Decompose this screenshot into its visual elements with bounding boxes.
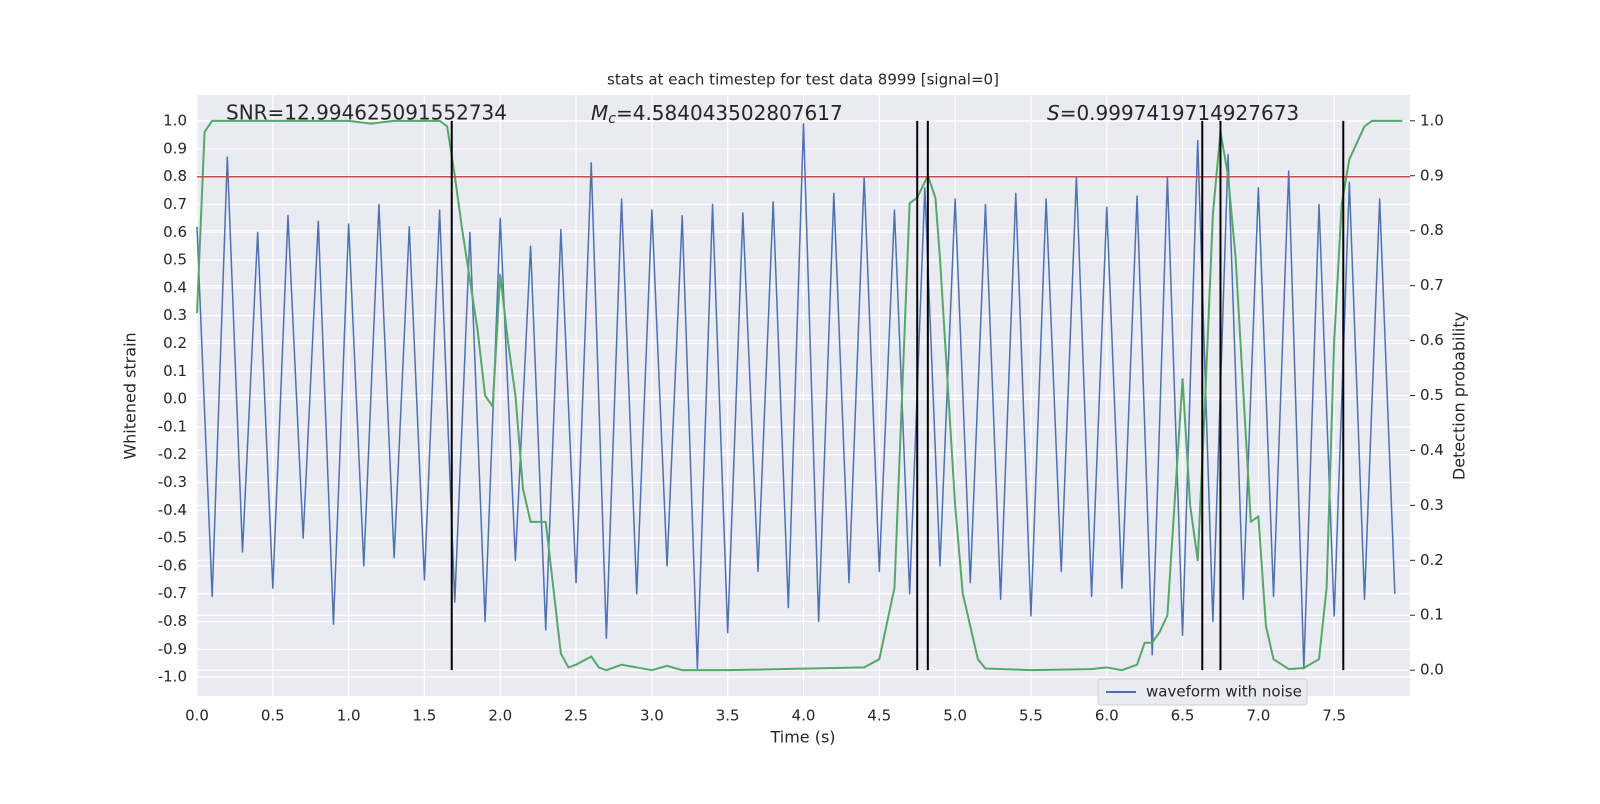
- legend-label: waveform with noise: [1146, 683, 1302, 701]
- annotation-value: =0.9997419714927673: [1060, 101, 1299, 125]
- y2-axis-label: Detection probability: [1450, 312, 1469, 480]
- y-tick-label: -0.5: [158, 529, 187, 547]
- y-tick-label: -0.6: [158, 556, 187, 574]
- annotation: S=0.9997419714927673: [1047, 101, 1299, 125]
- y2-tick-label: 0.2: [1420, 551, 1444, 569]
- legend-box: [1097, 678, 1308, 706]
- x-tick-label: 7.5: [1322, 707, 1346, 725]
- legend: waveform with noise: [1097, 678, 1308, 706]
- annotation: Mc=4.584043502807617: [591, 101, 843, 128]
- x-tick-label: 0.5: [261, 707, 285, 725]
- y-tick-label: -0.9: [158, 640, 187, 658]
- y-tick-label: -0.3: [158, 473, 187, 491]
- y-tick-label: 0.6: [163, 223, 187, 241]
- x-tick-label: 7.0: [1246, 707, 1270, 725]
- y-tick-label: -0.2: [158, 445, 187, 463]
- x-tick-label: 3.0: [640, 707, 664, 725]
- x-tick-label: 6.0: [1095, 707, 1119, 725]
- y-axis-label: Whitened strain: [121, 332, 140, 459]
- x-axis-label: Time (s): [769, 728, 835, 747]
- y2-tick-label: 0.4: [1420, 441, 1444, 459]
- x-tick-label: 4.0: [792, 707, 816, 725]
- y-tick-label: 0.0: [163, 390, 187, 408]
- y2-tick-label: 1.0: [1420, 111, 1444, 129]
- y2-tick-label: 0.5: [1420, 386, 1444, 404]
- x-tick-label: 1.5: [413, 707, 437, 725]
- x-tick-label: 5.0: [943, 707, 967, 725]
- y2-tick-label: 0.8: [1420, 221, 1444, 239]
- x-tick-label: 2.5: [564, 707, 588, 725]
- y-tick-label: 0.2: [163, 334, 187, 352]
- y-tick-label: 0.8: [163, 167, 187, 185]
- y-tick-label: 0.5: [163, 251, 187, 269]
- y-tick-label: -0.8: [158, 612, 187, 630]
- y-tick-label: 1.0: [163, 112, 187, 130]
- y-tick-label: 0.1: [163, 362, 187, 380]
- y2-tick-label: 0.6: [1420, 331, 1444, 349]
- y2-tick-label: 0.9: [1420, 166, 1444, 184]
- x-tick-label: 5.5: [1019, 707, 1043, 725]
- y-tick-label: -0.4: [158, 501, 187, 519]
- x-tick-label: 0.0: [185, 707, 209, 725]
- y-tick-label: -0.7: [158, 584, 187, 602]
- y2-tick-label: 0.3: [1420, 496, 1444, 514]
- x-tick-label: 3.5: [716, 707, 740, 725]
- x-tick-label: 6.5: [1171, 707, 1195, 725]
- y-tick-label: 0.9: [163, 139, 187, 157]
- x-tick-label: 2.0: [488, 707, 512, 725]
- y-tick-label: 0.4: [163, 278, 187, 296]
- annotation-value: =4.584043502807617: [616, 101, 843, 125]
- y-tick-label: -1.0: [158, 668, 187, 686]
- annotation-symbol: M: [591, 101, 608, 125]
- chart-title: stats at each timestep for test data 899…: [607, 71, 999, 89]
- annotation-symbol: S: [1047, 101, 1060, 125]
- y2-tick-label: 0.7: [1420, 276, 1444, 294]
- x-tick-label: 1.0: [337, 707, 361, 725]
- x-tick-label: 4.5: [867, 707, 891, 725]
- y2-tick-label: 0.1: [1420, 606, 1444, 624]
- y-tick-label: 0.7: [163, 195, 187, 213]
- annotation-subscript: c: [608, 111, 616, 127]
- annotation: SNR=12.994625091552734: [226, 101, 507, 125]
- series-line: [196, 123, 1396, 670]
- y-tick-label: -0.1: [158, 417, 187, 435]
- y2-tick-label: 0.0: [1420, 661, 1444, 679]
- y-tick-label: 0.3: [163, 306, 187, 324]
